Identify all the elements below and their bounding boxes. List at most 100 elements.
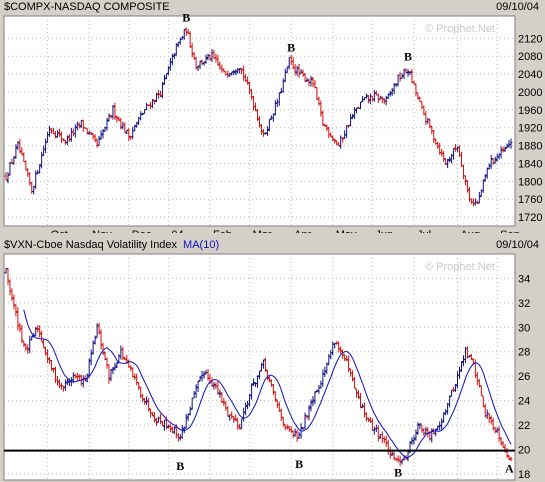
y-tick-label: 1960 [518, 105, 542, 117]
price-bar [321, 369, 325, 387]
price-bar [319, 100, 323, 117]
price-bar [89, 131, 93, 135]
vxn-chart-date: 09/10/04 [496, 239, 539, 251]
price-bar [400, 73, 404, 79]
price-bar [303, 412, 307, 429]
x-tick-label: May [336, 229, 357, 233]
price-bar [91, 340, 95, 355]
price-bar [442, 150, 446, 162]
x-tick-label: Oct [51, 229, 68, 233]
price-bar [57, 128, 61, 137]
price-bar [392, 83, 396, 95]
price-bar [408, 71, 412, 76]
price-bar [75, 372, 79, 381]
price-bar [125, 130, 129, 135]
annotation-b: B [182, 10, 190, 24]
price-bar [50, 359, 54, 371]
price-bar [160, 82, 164, 99]
price-bar [168, 57, 172, 71]
y-tick-label: 26 [518, 371, 530, 383]
price-bar [406, 69, 410, 77]
price-bar [353, 107, 357, 119]
price-bar [358, 392, 362, 409]
price-bar [388, 90, 392, 97]
price-bar [111, 366, 115, 375]
y-tick-label: 1720 [518, 212, 542, 224]
price-bar [256, 108, 260, 121]
price-bar [355, 388, 359, 398]
price-bar [131, 367, 135, 378]
price-bar [6, 172, 10, 184]
price-bar [121, 346, 125, 360]
price-bar [507, 455, 511, 461]
y-tick-label: 32 [518, 298, 530, 310]
plot-area [3, 253, 516, 481]
price-bar [238, 423, 242, 430]
price-bar [333, 138, 337, 144]
price-bar [105, 117, 109, 131]
vxn-chart-title: $VXN-Cboe Nasdaq Volatility Index MA(10) [4, 239, 219, 251]
price-bar [392, 452, 396, 461]
price-bar [436, 425, 440, 431]
y-tick-label: 1760 [518, 194, 542, 206]
price-bar [293, 428, 297, 437]
price-bar [115, 115, 119, 123]
price-bar [10, 158, 14, 164]
price-bar [38, 324, 42, 338]
price-bar [351, 114, 355, 120]
price-bar [420, 424, 424, 433]
price-bar [446, 158, 450, 168]
price-bar [147, 104, 151, 107]
price-bar [73, 124, 77, 138]
price-bar [267, 119, 271, 132]
price-bar [458, 366, 462, 379]
price-bar [218, 389, 222, 398]
price-bar [232, 415, 236, 424]
price-bar [46, 349, 50, 364]
price-bar [505, 143, 509, 149]
price-bar [204, 54, 208, 64]
price-bar [343, 130, 347, 140]
price-bar [256, 375, 260, 388]
price-bar [234, 69, 238, 76]
y-tick-label: 28 [518, 347, 530, 359]
price-bar [180, 424, 184, 439]
price-bar [265, 369, 269, 381]
price-bar [351, 370, 355, 382]
price-bar [113, 102, 117, 120]
x-tick-label: Nov [92, 229, 112, 233]
price-bar [194, 56, 198, 70]
price-bar [465, 346, 469, 359]
y-tick-label: 1880 [518, 141, 542, 153]
price-bar [109, 114, 113, 119]
price-bar [151, 99, 155, 108]
price-bar [123, 122, 127, 133]
price-bar [176, 432, 180, 442]
price-bar [34, 327, 38, 337]
price-bar [186, 413, 190, 422]
price-bar [473, 198, 477, 206]
price-bar [216, 54, 220, 66]
price-bar [65, 378, 69, 386]
price-bar [353, 376, 357, 389]
price-bar [366, 417, 370, 422]
price-bar [34, 170, 38, 189]
price-bar [444, 409, 448, 416]
price-bar [153, 99, 157, 105]
y-tick-label: 20 [518, 444, 530, 456]
vxn-title-text: $VXN-Cboe Nasdaq Volatility Index [4, 239, 178, 251]
price-bar [81, 375, 85, 388]
price-bar [398, 455, 402, 467]
price-bar [230, 71, 234, 76]
price-bar [380, 96, 384, 104]
price-bar [444, 158, 448, 166]
price-bar [416, 422, 420, 435]
price-bar [89, 349, 93, 366]
price-bar [97, 322, 101, 335]
price-bar [424, 426, 428, 434]
price-bar [147, 398, 151, 412]
price-bar [313, 391, 317, 405]
price-bar [54, 131, 58, 139]
price-bar [202, 371, 206, 379]
price-bar [267, 376, 271, 383]
